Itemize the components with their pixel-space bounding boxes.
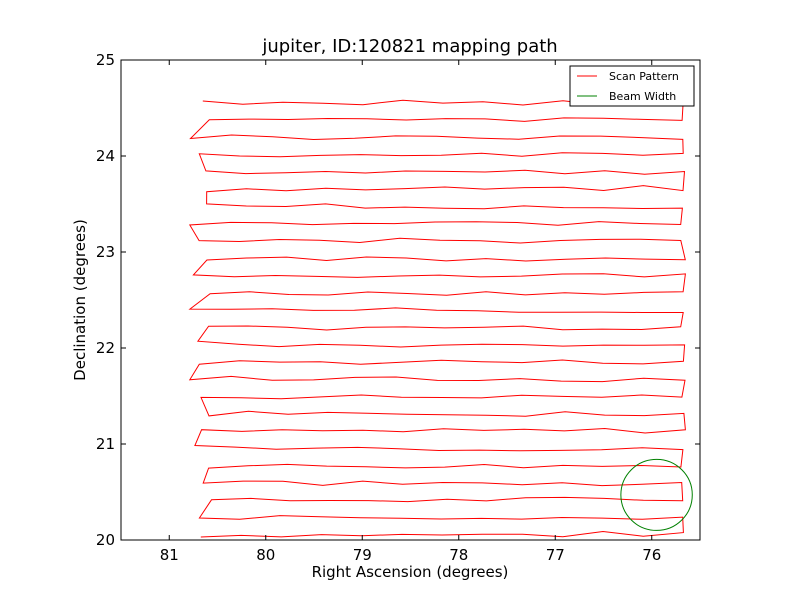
y-tick-label: 21 bbox=[96, 435, 115, 453]
y-tick-label: 22 bbox=[96, 339, 115, 357]
legend-label-scan-pattern: Scan Pattern bbox=[609, 70, 679, 83]
y-tick-label: 23 bbox=[96, 243, 115, 261]
chart-title: jupiter, ID:120821 mapping path bbox=[261, 36, 557, 57]
plot-frame bbox=[120, 59, 701, 541]
legend-frame bbox=[569, 65, 695, 107]
x-tick-label: 81 bbox=[160, 546, 179, 564]
legend: Scan Pattern Beam Width bbox=[569, 65, 695, 107]
x-axis: 81 80 79 78 77 76 bbox=[160, 60, 661, 564]
scan-pattern-series bbox=[188, 99, 686, 538]
plot-background bbox=[121, 60, 700, 540]
x-tick-label: 78 bbox=[449, 546, 468, 564]
y-axis-title: Declination (degrees) bbox=[71, 219, 89, 381]
x-tick-label: 76 bbox=[642, 546, 661, 564]
y-tick-label: 25 bbox=[96, 51, 115, 69]
legend-label-beam-width: Beam Width bbox=[609, 90, 676, 103]
x-tick-label: 79 bbox=[353, 546, 372, 564]
y-axis: 20 21 22 23 24 25 bbox=[96, 51, 700, 549]
y-tick-label: 24 bbox=[96, 147, 115, 165]
beam-width-circle bbox=[620, 458, 693, 531]
y-tick-label: 20 bbox=[96, 531, 115, 549]
beam-width-series bbox=[620, 458, 693, 531]
scan-pattern-line bbox=[188, 99, 686, 538]
x-tick-label: 80 bbox=[256, 546, 275, 564]
x-axis-title: Right Ascension (degrees) bbox=[312, 563, 509, 581]
x-tick-label: 77 bbox=[546, 546, 565, 564]
